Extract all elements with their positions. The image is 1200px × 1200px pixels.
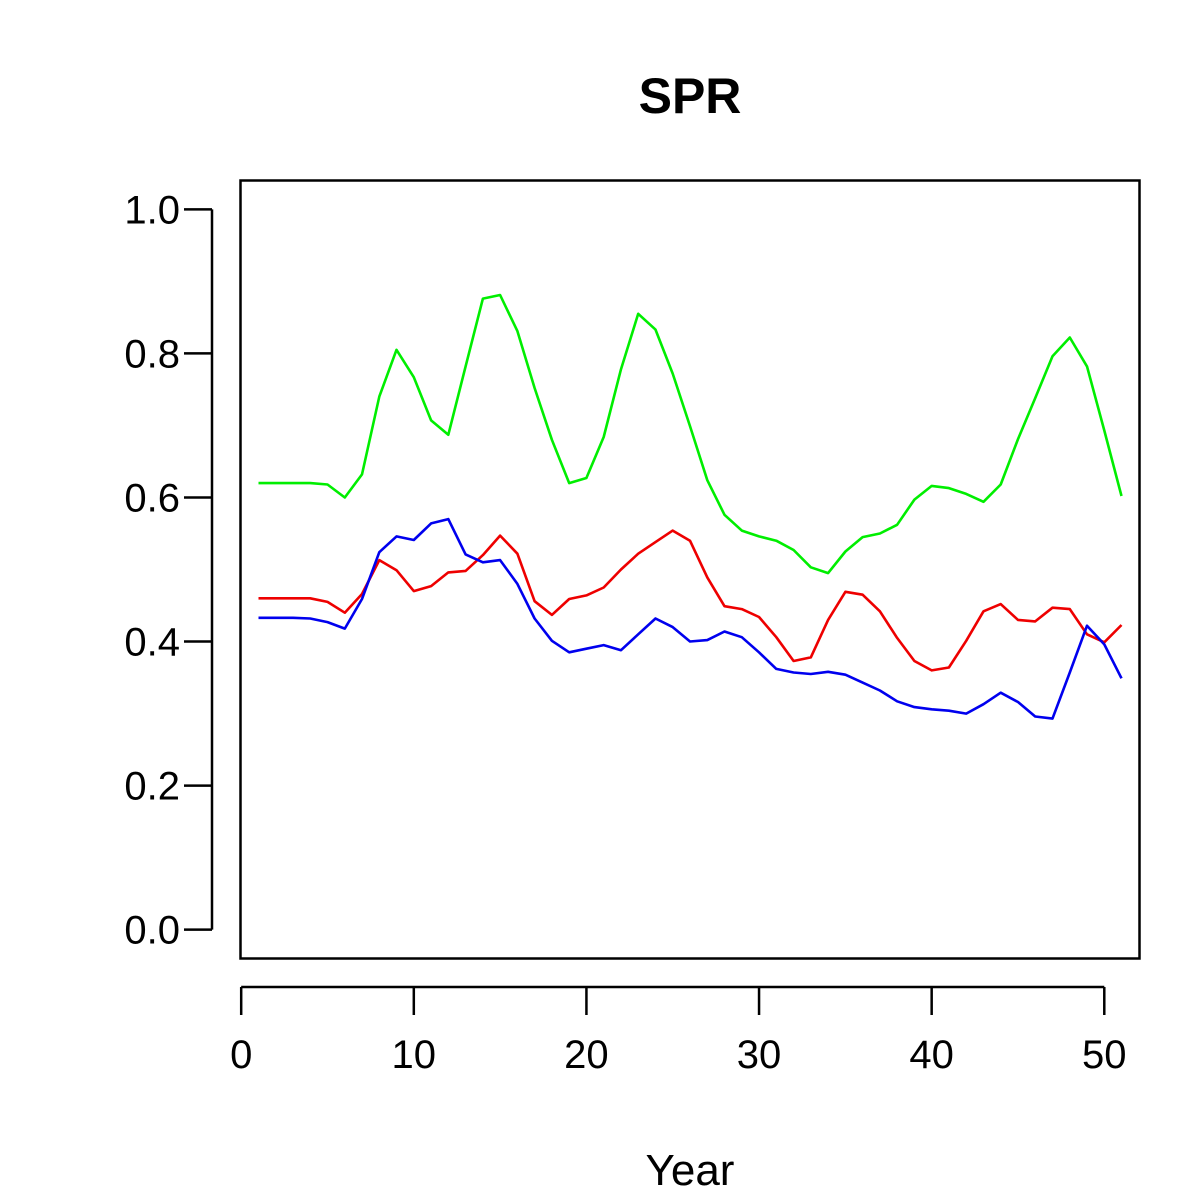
series-line-3 bbox=[258, 517, 1123, 720]
y-axis: 0.0 0.2 0.4 0.6 0.8 1.0 bbox=[124, 188, 214, 953]
y-tick-label: 0.6 bbox=[124, 476, 180, 520]
x-tick-label: 0 bbox=[230, 1033, 252, 1077]
y-tick-label: 1.0 bbox=[124, 188, 180, 232]
series-layer bbox=[258, 293, 1123, 720]
x-tick-label: 30 bbox=[737, 1033, 782, 1077]
x-tick-label: 50 bbox=[1082, 1033, 1127, 1077]
x-tick-label: 20 bbox=[564, 1033, 609, 1077]
x-tick-label: 10 bbox=[392, 1033, 437, 1077]
series-line-2 bbox=[258, 529, 1123, 672]
x-axis-label: Year bbox=[646, 1146, 735, 1195]
y-tick-label: 0.4 bbox=[124, 621, 180, 665]
y-tick-label: 0.0 bbox=[124, 909, 180, 953]
series-line-1 bbox=[258, 293, 1123, 575]
x-axis: 0 10 20 30 40 50 bbox=[230, 985, 1127, 1077]
chart-title: SPR bbox=[639, 68, 742, 124]
y-tick-label: 0.8 bbox=[124, 332, 180, 376]
plot-frame bbox=[239, 179, 1141, 960]
y-tick-label: 0.2 bbox=[124, 765, 180, 809]
x-tick-label: 40 bbox=[909, 1033, 954, 1077]
